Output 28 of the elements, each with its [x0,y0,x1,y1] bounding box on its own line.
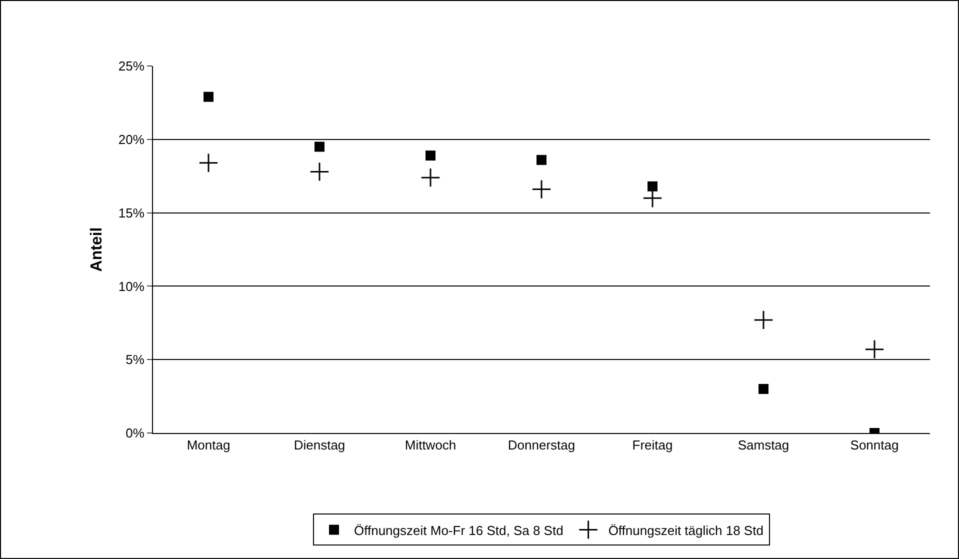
x-tick-label: Donnerstag [508,438,576,453]
x-tick-label: Mittwoch [404,438,456,453]
legend-label: Öffnungszeit täglich 18 Std [608,522,764,538]
x-tick-label: Sonntag [850,438,899,453]
point [536,154,546,165]
point [420,168,440,188]
point [532,179,552,200]
y-tick-label: 5% [126,352,145,368]
point [198,153,218,173]
y-tick-label: 25% [118,58,145,74]
y-tick-label: 20% [118,132,145,147]
x-tick-label: Montag [186,438,230,453]
y-axis-title: Anteil [88,227,106,272]
point [754,310,774,330]
point [758,384,768,394]
point [864,339,884,360]
point [426,150,436,161]
x-tick-label: Dienstag [294,438,346,453]
point [314,142,324,152]
point [310,162,330,182]
x-tick-label: Freitag [632,438,673,453]
y-tick-label: 0% [126,426,145,441]
legend-label: Öffnungszeit Mo-Fr 16 Std, Sa 8 Std [354,522,564,538]
x-tick-label: Samstag [738,438,790,453]
y-tick-label: 15% [118,205,145,220]
y-tick-label: 10% [118,278,145,294]
point [204,92,214,102]
point [648,181,658,192]
